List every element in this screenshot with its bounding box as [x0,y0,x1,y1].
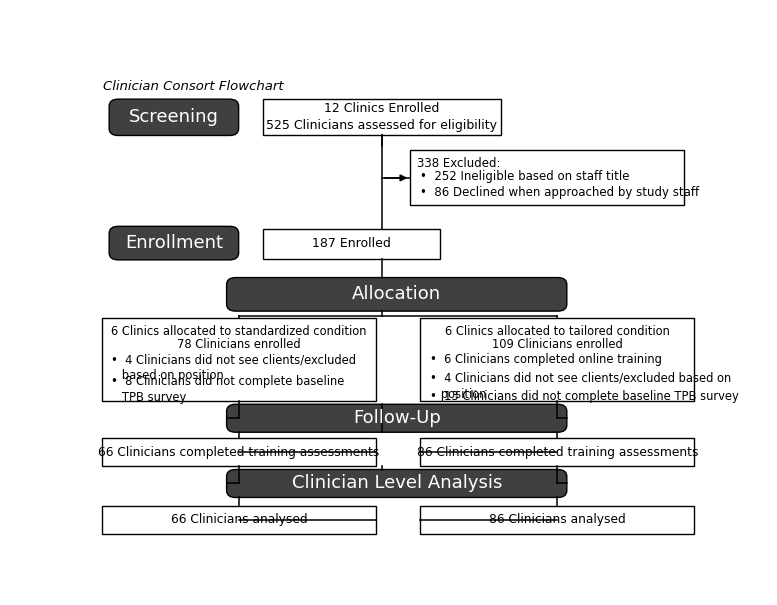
FancyBboxPatch shape [420,438,695,466]
Text: 6 Clinics allocated to tailored condition: 6 Clinics allocated to tailored conditio… [445,325,670,338]
Text: 6 Clinics allocated to standardized condition: 6 Clinics allocated to standardized cond… [111,325,367,338]
Text: 78 Clinicians enrolled: 78 Clinicians enrolled [177,338,301,351]
FancyBboxPatch shape [420,506,695,534]
Text: 86 Clinicians analysed: 86 Clinicians analysed [489,513,625,526]
Text: •  4 Clinicians did not see clients/excluded based on
   position: • 4 Clinicians did not see clients/exclu… [430,371,731,401]
FancyBboxPatch shape [102,438,376,466]
Text: •  252 Ineligible based on staff title: • 252 Ineligible based on staff title [420,171,630,183]
Text: 86 Clinicians completed training assessments: 86 Clinicians completed training assessm… [416,446,699,459]
FancyBboxPatch shape [227,469,567,497]
FancyBboxPatch shape [227,278,567,311]
Text: 187 Enrolled: 187 Enrolled [312,237,391,250]
FancyBboxPatch shape [102,318,376,401]
Text: Screening: Screening [129,108,219,126]
Text: •  13 Clinicians did not complete baseline TPB survey: • 13 Clinicians did not complete baselin… [430,390,738,404]
Text: •  86 Declined when approached by study staff: • 86 Declined when approached by study s… [420,186,699,199]
Text: •  4 Clinicians did not see clients/excluded
   based on position: • 4 Clinicians did not see clients/exclu… [111,353,356,382]
Text: Follow-Up: Follow-Up [353,409,441,427]
FancyBboxPatch shape [109,99,239,136]
FancyBboxPatch shape [410,151,685,205]
Text: Enrollment: Enrollment [125,234,223,252]
FancyBboxPatch shape [263,99,500,136]
FancyBboxPatch shape [102,506,376,534]
Text: Clinician Consort Flowchart: Clinician Consort Flowchart [103,80,284,93]
FancyBboxPatch shape [227,404,567,432]
Text: Clinician Level Analysis: Clinician Level Analysis [291,474,502,492]
Text: 12 Clinics Enrolled
525 Clinicians assessed for eligibility: 12 Clinics Enrolled 525 Clinicians asses… [267,102,497,132]
Text: 109 Clinicians enrolled: 109 Clinicians enrolled [492,338,623,351]
Text: •  6 Clinicians completed online training: • 6 Clinicians completed online training [430,353,661,366]
Text: 338 Excluded:: 338 Excluded: [417,157,501,171]
FancyBboxPatch shape [109,226,239,260]
Text: Allocation: Allocation [352,286,441,303]
Text: 66 Clinicians completed training assessments: 66 Clinicians completed training assessm… [98,446,380,459]
Text: 66 Clinicians analysed: 66 Clinicians analysed [171,513,307,526]
FancyBboxPatch shape [263,229,441,259]
Text: •  8 Clinicians did not complete baseline
   TPB survey: • 8 Clinicians did not complete baseline… [111,375,344,404]
FancyBboxPatch shape [420,318,695,401]
